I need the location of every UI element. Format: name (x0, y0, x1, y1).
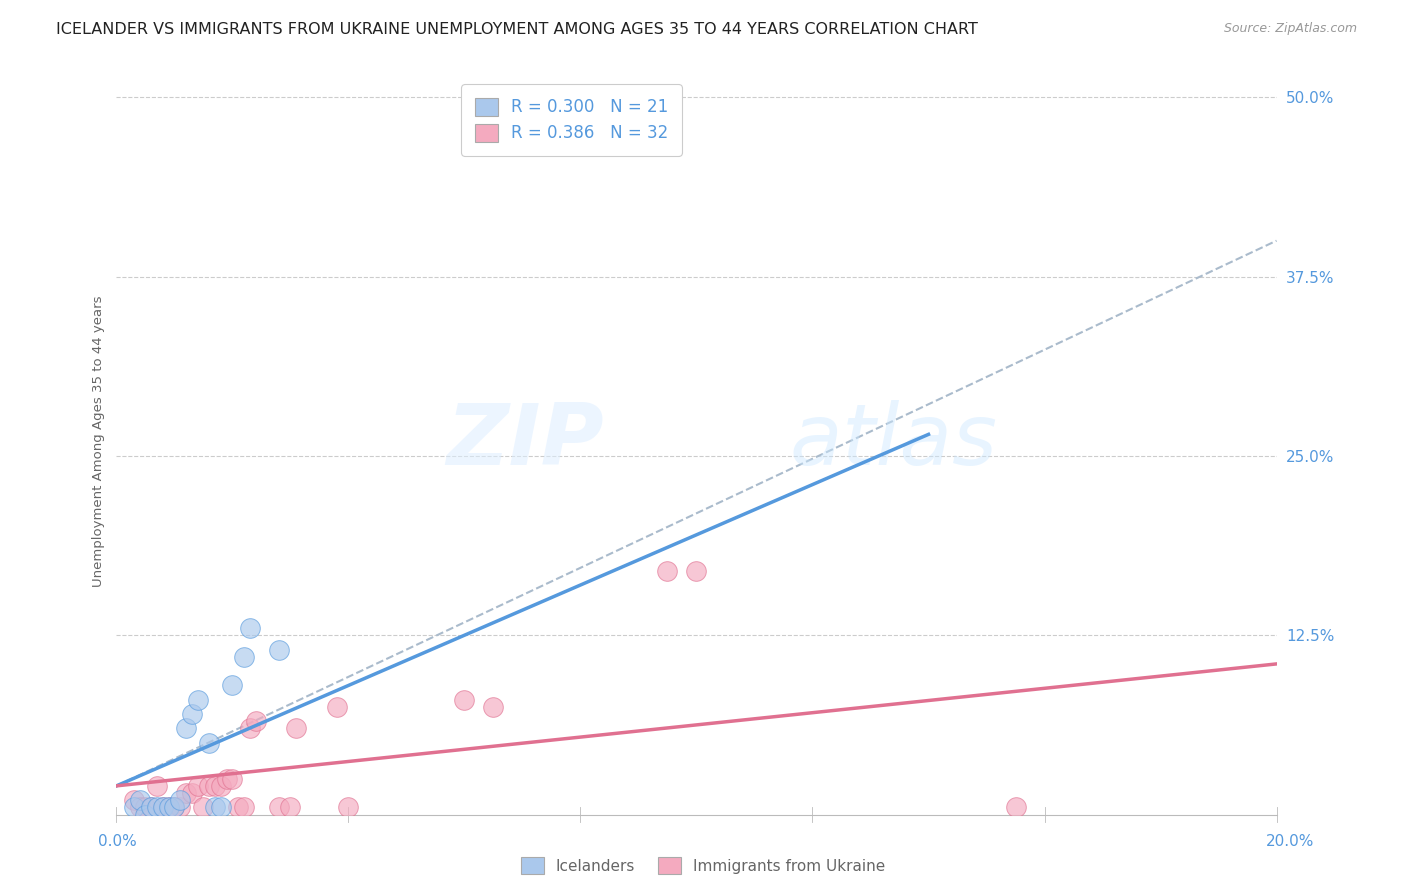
Point (267, 800, 290, 814)
Point (146, 800, 169, 814)
Point (209, 800, 232, 814)
Point (141, 800, 163, 814)
Point (152, 800, 174, 814)
Point (245, 714, 267, 729)
Point (685, 564, 707, 578)
Point (198, 779, 221, 793)
Point (187, 693, 209, 707)
Point (141, 800, 163, 814)
Point (122, 793, 145, 807)
Point (187, 779, 209, 793)
Point (221, 678, 243, 692)
Point (180, 707, 202, 722)
Point (204, 779, 226, 793)
Text: 20.0%: 20.0% (1267, 834, 1315, 849)
Legend: Icelanders, Immigrants from Ukraine: Icelanders, Immigrants from Ukraine (515, 851, 891, 880)
Point (482, 700, 505, 714)
Text: atlas: atlas (789, 400, 997, 483)
Point (551, 133, 574, 147)
Point (239, 621, 262, 635)
Point (233, 800, 256, 814)
Point (128, 800, 150, 814)
Point (1004, 800, 1026, 814)
Point (174, 722, 197, 736)
Point (198, 736, 221, 750)
Point (134, 800, 156, 814)
Point (453, 693, 475, 707)
Point (233, 649, 256, 664)
Point (221, 772, 243, 786)
Point (128, 793, 150, 807)
Point (215, 772, 238, 786)
Point (239, 722, 262, 736)
Point (209, 779, 232, 793)
Point (226, 800, 249, 814)
Point (169, 800, 191, 814)
Text: ZIP: ZIP (446, 400, 603, 483)
Point (157, 800, 180, 814)
Point (657, 564, 679, 578)
Point (174, 786, 197, 800)
Text: Source: ZipAtlas.com: Source: ZipAtlas.com (1223, 22, 1357, 36)
Point (598, 104, 620, 119)
Point (285, 722, 308, 736)
Point (146, 779, 169, 793)
Y-axis label: Unemployment Among Ages 35 to 44 years: Unemployment Among Ages 35 to 44 years (93, 296, 105, 587)
Point (134, 807, 156, 822)
Point (169, 793, 191, 807)
Text: 0.0%: 0.0% (98, 834, 138, 849)
Point (122, 800, 145, 814)
Point (326, 700, 349, 714)
Point (163, 800, 186, 814)
Point (180, 786, 202, 800)
Point (152, 800, 174, 814)
Point (267, 642, 290, 657)
Point (157, 800, 180, 814)
Point (337, 800, 360, 814)
Legend: R = 0.300   N = 21, R = 0.386   N = 32: R = 0.300 N = 21, R = 0.386 N = 32 (461, 85, 682, 156)
Point (204, 800, 226, 814)
Point (280, 800, 302, 814)
Text: ICELANDER VS IMMIGRANTS FROM UKRAINE UNEMPLOYMENT AMONG AGES 35 TO 44 YEARS CORR: ICELANDER VS IMMIGRANTS FROM UKRAINE UNE… (56, 22, 979, 37)
Point (193, 800, 215, 814)
Point (163, 800, 186, 814)
